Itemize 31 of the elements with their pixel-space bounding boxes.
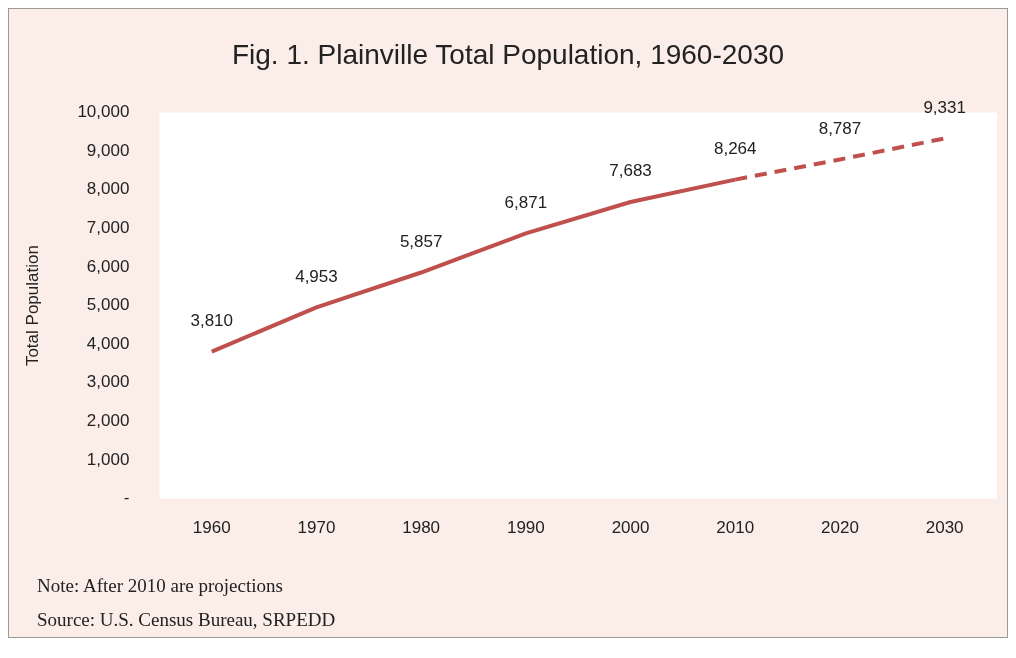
data-label: 4,953 (295, 266, 338, 286)
y-tick-label: 5,000 (86, 295, 130, 315)
x-tick-label: 1960 (192, 518, 231, 538)
y-axis-title: Total Population (22, 245, 42, 367)
y-tick-label: 9,000 (86, 140, 130, 160)
y-tick-label: 2,000 (86, 411, 130, 431)
y-tick-label: - (123, 488, 130, 508)
y-tick-label: 1,000 (86, 449, 130, 469)
x-tick-label: 1990 (506, 518, 545, 538)
y-tick-label: 4,000 (86, 333, 130, 353)
chart-title: Fig. 1. Plainville Total Population, 1960-2030 (231, 38, 785, 70)
data-label: 7,683 (609, 161, 652, 181)
y-tick-label: 10,000 (77, 102, 130, 122)
source-note: Source: U.S. Census Bureau, SRPEDD (36, 608, 337, 632)
data-label: 6,871 (504, 192, 548, 212)
text: Note: After 2010 are projections (36, 574, 284, 598)
x-tick-label: 2000 (611, 518, 650, 538)
x-tick-label: 2010 (716, 518, 755, 538)
x-tick-label: 2020 (821, 518, 859, 538)
x-tick-label: 1970 (297, 518, 336, 538)
x-tick-label: 2030 (925, 518, 964, 538)
data-label: 8,264 (713, 138, 757, 158)
y-tick-label: 6,000 (86, 256, 130, 276)
data-label: 3,810 (190, 310, 234, 330)
y-tick-label: 7,000 (86, 218, 130, 238)
x-tick-label: 1980 (402, 518, 441, 538)
data-label: 9,331 (923, 97, 966, 117)
data-label: 5,857 (399, 231, 443, 251)
y-tick-label: 3,000 (86, 372, 130, 392)
y-tick-label: 8,000 (86, 179, 130, 199)
data-label: 8,787 (818, 118, 862, 138)
